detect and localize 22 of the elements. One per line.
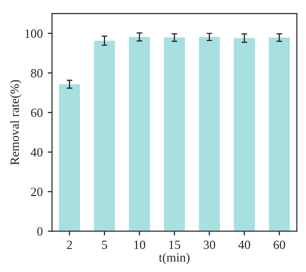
bar	[164, 38, 185, 232]
y-tick-label: 80	[30, 68, 43, 78]
bar	[94, 40, 115, 232]
bar	[268, 38, 290, 232]
bar	[198, 36, 220, 232]
bar	[59, 84, 80, 232]
x-tick-label: 2	[66, 240, 72, 249]
y-tick-label: 0	[37, 227, 43, 236]
y-tick-label: 20	[31, 188, 43, 196]
x-tick-label: 60	[274, 240, 286, 250]
bar	[128, 36, 150, 232]
y-axis-title: Removal rate(%)	[10, 80, 22, 165]
x-tick-label: 40	[238, 240, 250, 250]
y-tick-label: 60	[31, 108, 43, 117]
x-tick-label: 5	[102, 240, 108, 250]
y-tick-label: 100	[25, 29, 43, 38]
x-tick-label: 30	[204, 240, 216, 250]
y-tick-label: 40	[30, 148, 43, 157]
x-axis-title: t(min)	[158, 252, 190, 264]
bar	[234, 38, 255, 232]
x-tick-label: 15	[169, 240, 180, 250]
x-tick-label: 10	[134, 240, 146, 250]
